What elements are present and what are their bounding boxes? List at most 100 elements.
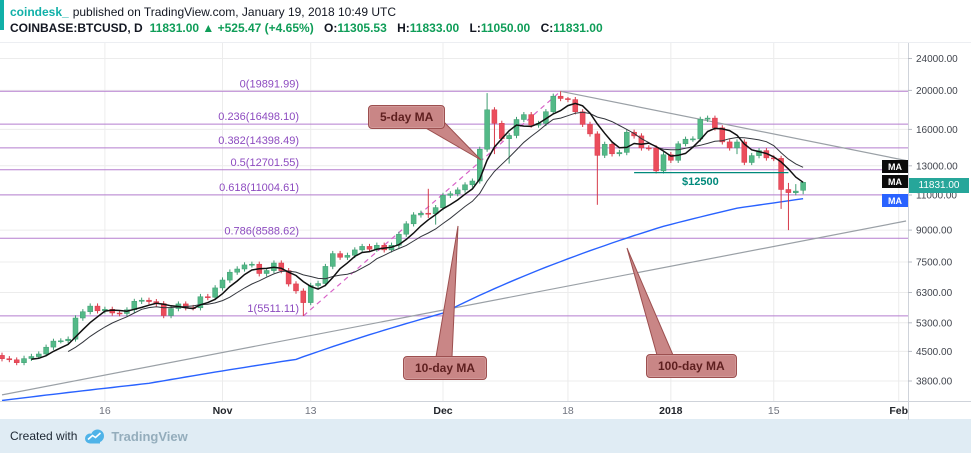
candle-body — [447, 193, 454, 196]
fib-level-label: 0.5(12701.55) — [231, 157, 300, 169]
candle-body — [484, 109, 490, 150]
ma-100-line — [1, 198, 804, 402]
candle-body — [675, 143, 681, 161]
open-label: O: — [324, 21, 338, 35]
candle-body — [307, 285, 314, 303]
candle-body — [793, 190, 799, 193]
candle-body — [425, 212, 432, 215]
candle-body — [278, 262, 285, 271]
price-chart-svg[interactable]: 0(19891.99) 0.236(16498.10) 0.382(14398.49… — [0, 43, 971, 420]
candle-body — [410, 214, 417, 225]
candle-body — [704, 117, 711, 120]
fib-level-label: 1(5511.11) — [247, 303, 299, 315]
time-axis-label: Nov — [213, 405, 233, 417]
tradingview-wordmark[interactable]: TradingView — [111, 428, 188, 444]
candle-body — [646, 147, 652, 150]
candle-body — [521, 114, 527, 120]
candle-body — [624, 131, 630, 153]
candle-body — [322, 266, 329, 284]
candle-body — [352, 249, 358, 256]
time-axis-label: 13 — [305, 405, 317, 417]
low-label: L: — [469, 21, 481, 35]
candle-body — [477, 148, 483, 182]
candle-body — [418, 212, 424, 216]
candle-body — [800, 182, 806, 191]
candle-body — [440, 195, 446, 208]
candle-body — [138, 299, 145, 302]
candle-body — [741, 141, 748, 163]
candle-body — [653, 147, 659, 172]
price-axis-label: 20000.00 — [916, 86, 958, 97]
candle-body — [785, 189, 792, 193]
footer: Created with TradingView — [0, 419, 971, 453]
fib-level-label: 0.618(11004.61) — [219, 182, 299, 194]
fib-level-label: 0(19891.99) — [240, 78, 299, 90]
time-axis-label: Dec — [433, 405, 452, 417]
brand-strip — [0, 0, 4, 30]
price-axis-label: 7500.00 — [916, 258, 953, 269]
candle-body — [616, 152, 623, 155]
candle-body — [638, 135, 645, 149]
candle-body — [94, 305, 101, 312]
fib-trendline-dashed — [302, 90, 561, 317]
last-price: 11831.00 — [149, 21, 200, 35]
candle-body — [72, 317, 79, 340]
time-axis-label: 18 — [562, 405, 574, 417]
candle-body — [734, 141, 740, 149]
candle-body — [594, 133, 601, 156]
candle-body — [697, 118, 704, 140]
price-axis-label: 9000.00 — [916, 226, 953, 237]
candle-body — [682, 138, 689, 145]
last-price-badge: 11831.00 — [909, 178, 969, 193]
candle-body — [330, 253, 336, 267]
tradingview-logo — [85, 429, 105, 443]
candle-body — [712, 117, 718, 129]
candle-body — [6, 358, 13, 361]
price-axis-label: 24000.00 — [916, 54, 958, 65]
candle-body — [726, 141, 733, 149]
candle-body — [168, 308, 174, 316]
candle-body — [756, 150, 762, 156]
price-axis-label: 3800.00 — [916, 377, 953, 388]
candle-body — [337, 253, 343, 258]
high-value: 11833.00 — [409, 21, 460, 35]
callout-pointer-10day — [435, 225, 459, 358]
candle-body — [359, 246, 365, 251]
trendline — [560, 90, 907, 162]
price-axis-label: 5300.00 — [916, 318, 953, 329]
candle-body — [579, 111, 586, 125]
symbol-line: COINBASE:BTCUSD, D 11831.00 ▲ +525.47 (+4… — [10, 20, 971, 37]
candle-body — [87, 305, 93, 312]
callout-5day-ma: 5-day MA — [368, 105, 446, 129]
candle-body — [506, 135, 512, 139]
low-value: 11050.00 — [480, 21, 531, 35]
header: coindesk_ published on TradingView.com, J… — [0, 0, 971, 42]
candle-body — [462, 184, 468, 191]
ma-10-badge: MA — [882, 160, 908, 173]
fib-level-label: 0.786(8588.62) — [224, 225, 299, 237]
time-axis-label: Feb — [889, 405, 908, 417]
candle-body — [601, 144, 608, 156]
candle-body — [690, 138, 696, 141]
candle-body — [13, 359, 20, 363]
candle-body — [205, 296, 211, 298]
candle-body — [80, 311, 86, 319]
candle-body — [219, 279, 226, 289]
callout-pointer-100day — [626, 247, 674, 356]
close-label: C: — [540, 21, 554, 35]
candle-body — [263, 270, 270, 274]
candle-body — [748, 155, 755, 163]
candle-body — [0, 355, 5, 359]
candle-body — [36, 353, 42, 357]
open-value: 11305.53 — [337, 21, 387, 35]
candle-body — [587, 124, 593, 135]
candle-body — [58, 340, 64, 343]
author-name[interactable]: coindesk_ — [10, 5, 69, 19]
candle-body — [668, 154, 674, 161]
symbol-title[interactable]: COINBASE:BTCUSD, D — [10, 21, 143, 35]
candle-body — [212, 287, 218, 298]
candle-body — [366, 246, 373, 250]
price-axis-label: 11000.00 — [916, 191, 957, 202]
chart-area[interactable]: 0(19891.99) 0.236(16498.10) 0.382(14398.49… — [0, 42, 971, 420]
